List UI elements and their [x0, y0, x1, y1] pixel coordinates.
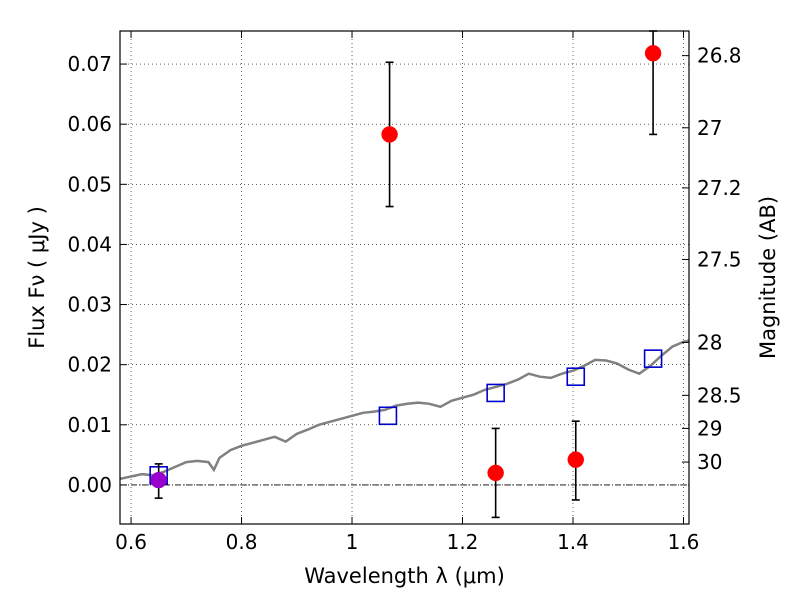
model-spectrum-line [119, 339, 690, 481]
y-axis-label: Flux Fν ( μJy ) [25, 206, 49, 349]
y-tick-label: 0.06 [67, 112, 112, 136]
x-tick-label: 1.4 [557, 530, 589, 554]
y-right-axis-label: Magnitude (AB) [756, 196, 780, 359]
model-spectrum-layer [119, 339, 690, 481]
model-photometry-square [378, 406, 398, 426]
x-tick-label: 0.6 [115, 530, 147, 554]
y-tick-label: 0.04 [67, 232, 112, 256]
observed-point [567, 451, 585, 468]
y-tick-label: 0.02 [67, 353, 112, 377]
y-right-tick-label: 30 [697, 450, 722, 474]
y-right-tick-label: 29 [697, 416, 722, 440]
observed-point [150, 471, 167, 489]
observed-point [381, 126, 398, 143]
y-tick-label: 0.01 [67, 413, 112, 437]
y-right-tick-label: 26.8 [697, 44, 742, 68]
x-tick-label: 1.2 [447, 530, 479, 554]
model-photometry-square [643, 349, 663, 368]
x-axis-label: Wavelength λ (μm) [304, 564, 505, 588]
x-tick-label: 1 [346, 530, 359, 554]
observed-point [487, 464, 504, 482]
y-tick-label: 0.03 [67, 293, 112, 317]
y-tick-label: 0.00 [67, 473, 112, 497]
y-tick-label: 0.07 [67, 52, 112, 76]
y-right-tick-label: 27.5 [697, 247, 742, 271]
model-photometry-square [486, 383, 505, 403]
markers-layer [149, 30, 663, 519]
plot-frame [119, 30, 690, 525]
grid [120, 31, 689, 524]
model-photometry-square [566, 367, 586, 387]
y-tick-label: 0.05 [67, 172, 112, 196]
y-right-tick-label: 28.5 [697, 383, 742, 407]
y-right-tick-label: 27 [697, 116, 722, 140]
x-tick-label: 0.8 [226, 530, 258, 554]
y-right-tick-label: 27.2 [697, 176, 742, 200]
ticks: 0.6 0.8 1 1.2 1.4 1.6 0.00 0.01 0.02 0.03 0.04 0.05… [67, 31, 742, 554]
y-right-tick-label: 28 [697, 330, 722, 354]
observed-point [644, 44, 662, 62]
x-tick-label: 1.6 [668, 530, 700, 554]
